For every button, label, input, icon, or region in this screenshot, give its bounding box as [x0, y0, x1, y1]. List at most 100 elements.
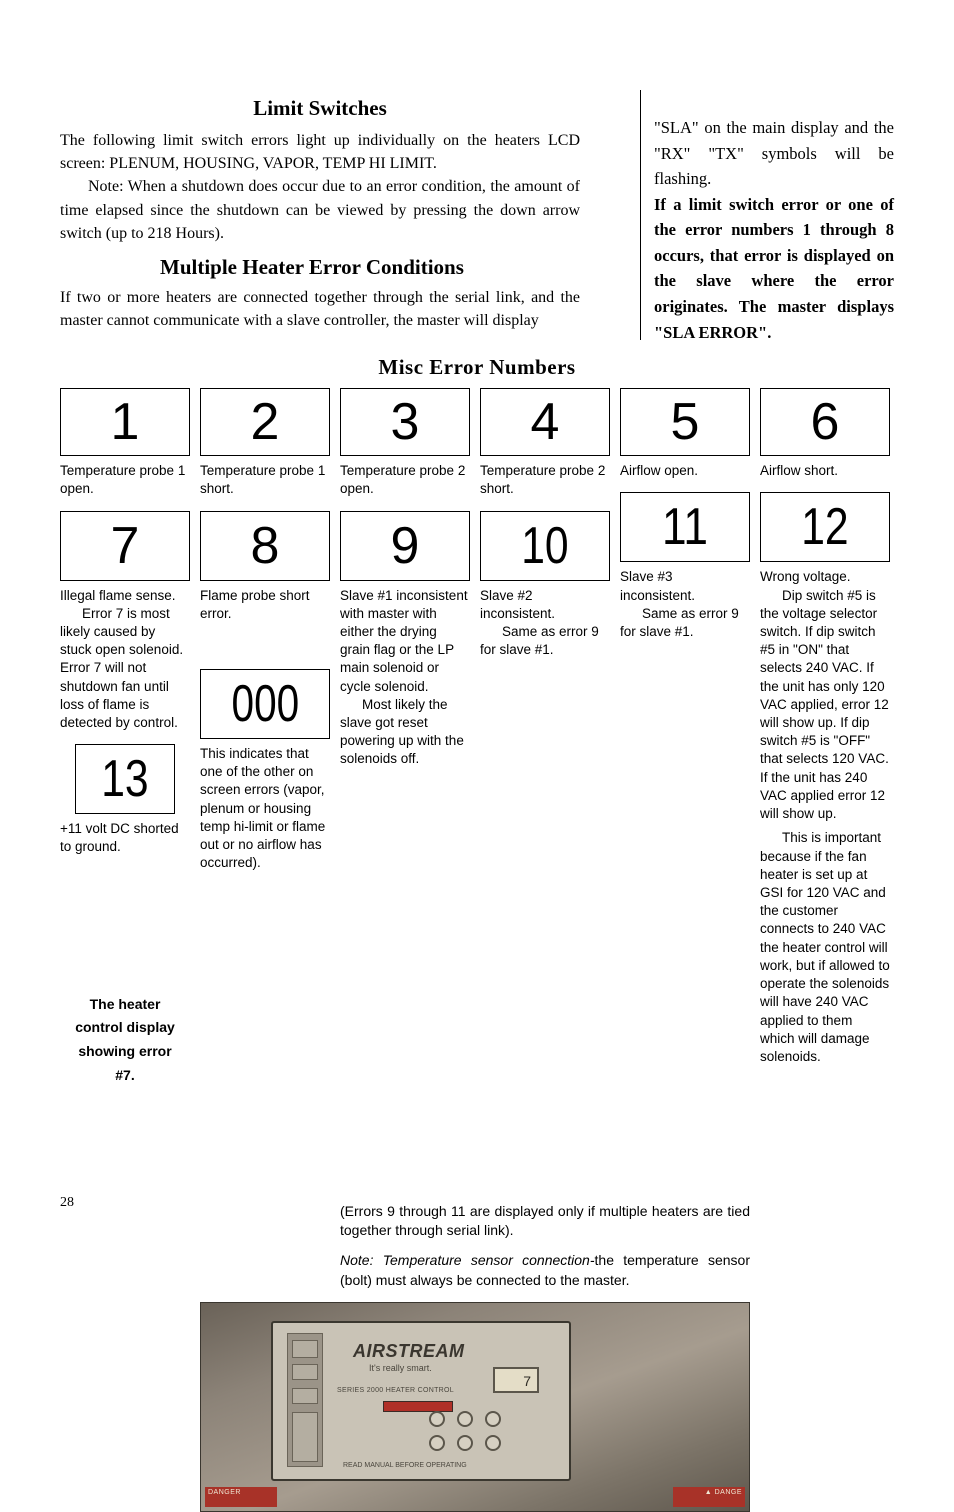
- brand-tag: It's really smart.: [369, 1363, 432, 1373]
- error-8-box: 8: [200, 511, 330, 581]
- error-3-col: 3 Temperature probe 2 open. 9 Slave #1 i…: [340, 388, 470, 1088]
- error-2-text: Temperature probe 1 short.: [200, 462, 330, 498]
- error-10-text-b: Same as error 9 for slave #1.: [480, 623, 610, 659]
- note-1: (Errors 9 through 11 are displayed only …: [340, 1202, 750, 1241]
- sla-para2: If a limit switch error or one of the er…: [654, 192, 894, 345]
- error-9-num: 9: [391, 520, 420, 572]
- error-7-text-a: Illegal flame sense.: [60, 588, 176, 603]
- limit-switches-title: Limit Switches: [60, 96, 580, 121]
- error-7-num: 7: [111, 520, 140, 572]
- panel-button: [457, 1435, 473, 1451]
- error-12-box: 12: [760, 492, 890, 562]
- error-3-num: 3: [391, 396, 420, 448]
- photo-caption: The heater control display showing error…: [60, 993, 190, 1088]
- error-13-text: +11 volt DC shorted to ground.: [60, 820, 190, 856]
- divider-line: [640, 90, 641, 340]
- error-11-num: 11: [662, 501, 708, 553]
- panel-button: [429, 1411, 445, 1427]
- error-3-box: 3: [340, 388, 470, 456]
- error-5-text: Airflow open.: [620, 462, 750, 480]
- notes-area: (Errors 9 through 11 are displayed only …: [340, 1092, 750, 1290]
- panel-button: [457, 1411, 473, 1427]
- error-4-num: 4: [531, 396, 560, 448]
- error-7-box: 7: [60, 511, 190, 581]
- misc-error-title: Misc Error Numbers: [60, 355, 894, 380]
- error-10-text-a: Slave #2 inconsistent.: [480, 588, 555, 621]
- button-row-1: [429, 1411, 501, 1427]
- error-11-text: Slave #3 inconsistent. Same as error 9 f…: [620, 568, 750, 641]
- error-1-box: 1: [60, 388, 190, 456]
- note-2-italic: Note: Temperature sensor connection-: [340, 1252, 595, 1268]
- error-1-text: Temperature probe 1 open.: [60, 462, 190, 498]
- error-10-num: 10: [521, 520, 568, 572]
- panel-button: [485, 1411, 501, 1427]
- error-4-col: 4 Temperature probe 2 short. 10 Slave #2…: [480, 388, 610, 1088]
- error-000-num: 000: [231, 678, 299, 730]
- error-10-box: 10: [480, 511, 610, 581]
- error-grid: 1 Temperature probe 1 open. 7 Illegal fl…: [60, 388, 894, 1512]
- error-7-text-b: Error 7 is most likely caused by stuck o…: [60, 605, 190, 733]
- heater-photo-wrap: AIRSTREAM It's really smart. 7 SERIES 20…: [200, 1302, 750, 1512]
- error-6-text: Airflow short.: [760, 462, 890, 480]
- lcd-display: 7: [493, 1367, 539, 1393]
- error-12-text-c: This is important because if the fan hea…: [760, 829, 890, 1066]
- error-5-num: 5: [671, 396, 700, 448]
- error-2-col: 2 Temperature probe 1 short. 8 Flame pro…: [200, 388, 330, 1088]
- top-section: Limit Switches The following limit switc…: [60, 90, 894, 345]
- control-panel: AIRSTREAM It's really smart. 7 SERIES 20…: [271, 1321, 571, 1481]
- photo-caption-l3: showing error: [78, 1043, 171, 1059]
- panel-button: [485, 1435, 501, 1451]
- error-9-box: 9: [340, 511, 470, 581]
- error-13-num: 13: [101, 753, 148, 805]
- multiple-heater-para: If two or more heaters are connected tog…: [60, 286, 580, 332]
- error-1-num: 1: [111, 396, 140, 448]
- brand-label: AIRSTREAM: [353, 1341, 465, 1362]
- error-8-num: 8: [251, 520, 280, 572]
- error-7-text: Illegal flame sense. Error 7 is most lik…: [60, 587, 190, 733]
- error-10-text: Slave #2 inconsistent. Same as error 9 f…: [480, 587, 610, 660]
- heater-photo: AIRSTREAM It's really smart. 7 SERIES 20…: [200, 1302, 750, 1512]
- top-right-column: "SLA" on the main display and the "RX" "…: [634, 90, 894, 345]
- photo-caption-l1: The heater: [90, 996, 161, 1012]
- error-000-box: 000: [200, 669, 330, 739]
- button-row-2: [429, 1435, 501, 1451]
- photo-caption-l2: control display: [75, 1019, 175, 1035]
- error-9-text-a: Slave #1 inconsistent with master with e…: [340, 588, 468, 694]
- error-12-text: Wrong voltage. Dip switch #5 is the volt…: [760, 568, 890, 1066]
- read-manual-label: READ MANUAL BEFORE OPERATING: [343, 1462, 467, 1469]
- danger-label-left: DANGER: [205, 1487, 277, 1507]
- error-1-col: 1 Temperature probe 1 open. 7 Illegal fl…: [60, 388, 190, 1088]
- error-11-text-b: Same as error 9 for slave #1.: [620, 605, 750, 641]
- error-2-box: 2: [200, 388, 330, 456]
- limit-switches-para1: The following limit switch errors light …: [60, 129, 580, 175]
- error-9-text-b: Most likely the slave got reset powering…: [340, 696, 470, 769]
- error-4-box: 4: [480, 388, 610, 456]
- error-12-num: 12: [801, 501, 848, 553]
- error-12-text-b: Dip switch #5 is the voltage selector sw…: [760, 587, 890, 824]
- page-number: 28: [60, 1195, 74, 1211]
- error-11-text-a: Slave #3 inconsistent.: [620, 569, 695, 602]
- error-6-col: 6 Airflow short. 12 Wrong voltage. Dip s…: [760, 388, 890, 1088]
- error-6-box: 6: [760, 388, 890, 456]
- error-11-box: 11: [620, 492, 750, 562]
- multiple-heater-title: Multiple Heater Error Conditions: [160, 255, 580, 280]
- error-8-text: Flame probe short error.: [200, 587, 330, 623]
- top-left-column: Limit Switches The following limit switc…: [60, 90, 580, 332]
- note-2: Note: Temperature sensor connection-the …: [340, 1251, 750, 1290]
- error-3-text: Temperature probe 2 open.: [340, 462, 470, 498]
- error-6-num: 6: [811, 396, 840, 448]
- error-5-box: 5: [620, 388, 750, 456]
- error-12-text-a: Wrong voltage.: [760, 569, 851, 584]
- error-13-box: 13: [75, 744, 175, 814]
- photo-caption-l4: #7.: [115, 1067, 134, 1083]
- limit-switches-para2: Note: When a shutdown does occur due to …: [60, 175, 580, 245]
- panel-strip: [287, 1333, 323, 1467]
- error-2-num: 2: [251, 396, 280, 448]
- error-5-col: 5 Airflow open. 11 Slave #3 inconsistent…: [620, 388, 750, 1088]
- error-9-text: Slave #1 inconsistent with master with e…: [340, 587, 470, 769]
- panel-button: [429, 1435, 445, 1451]
- error-000-text: This indicates that one of the other on …: [200, 745, 330, 873]
- danger-label-right: ▲ DANGE: [673, 1487, 745, 1507]
- error-4-text: Temperature probe 2 short.: [480, 462, 610, 498]
- sla-para1: "SLA" on the main display and the "RX" "…: [654, 115, 894, 192]
